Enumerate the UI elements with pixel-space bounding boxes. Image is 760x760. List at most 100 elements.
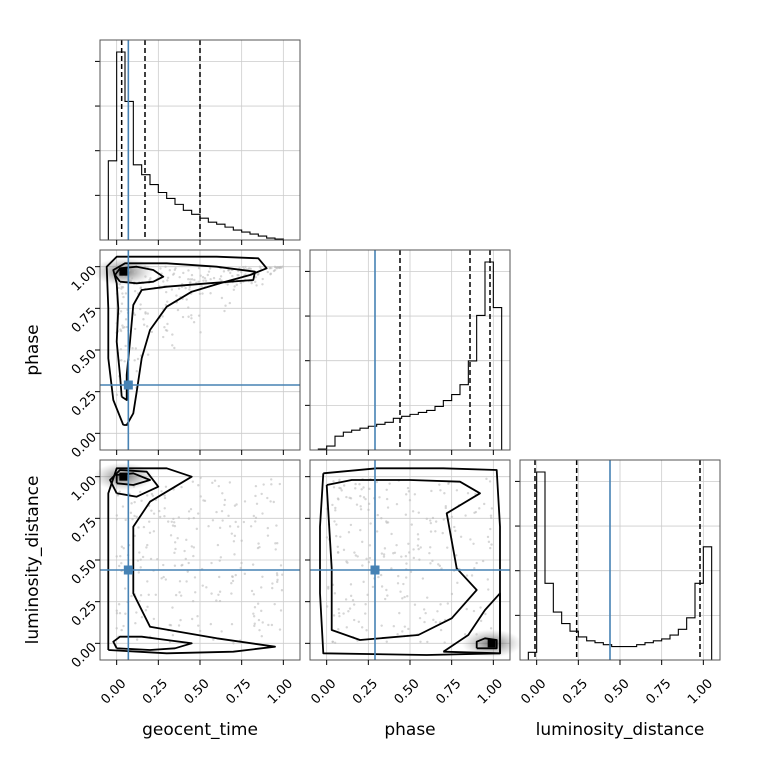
- sample-point: [369, 522, 372, 525]
- sample-point: [115, 609, 118, 612]
- sample-point: [489, 627, 493, 630]
- y-tick-label: 0.25: [69, 388, 100, 419]
- sample-point: [221, 492, 224, 495]
- sample-point: [413, 493, 417, 496]
- sample-point: [362, 580, 365, 584]
- sample-point: [187, 561, 190, 565]
- sample-point: [262, 483, 265, 486]
- sample-point: [337, 628, 340, 631]
- sample-point: [365, 629, 368, 632]
- y-tick-label: 0.00: [69, 430, 100, 461]
- sample-point: [337, 498, 340, 501]
- sample-point: [141, 555, 145, 559]
- sample-point: [412, 556, 416, 560]
- sample-point: [439, 489, 442, 492]
- sample-point: [439, 628, 443, 632]
- sample-point: [189, 281, 192, 284]
- sample-point: [187, 517, 191, 520]
- sample-point: [407, 542, 410, 545]
- sample-point: [392, 625, 396, 628]
- sample-point: [197, 624, 200, 627]
- sample-point: [130, 277, 134, 280]
- sample-point: [177, 516, 181, 519]
- sample-point: [489, 546, 492, 550]
- sample-point: [197, 280, 200, 284]
- sample-point: [424, 611, 427, 615]
- sample-point: [446, 602, 450, 605]
- sample-point: [163, 507, 166, 510]
- sample-point: [218, 599, 222, 603]
- sample-point: [197, 266, 201, 270]
- sample-point: [178, 580, 182, 583]
- sample-point: [163, 496, 167, 500]
- sample-point: [419, 640, 422, 643]
- sample-point: [146, 312, 150, 315]
- sample-point: [489, 514, 493, 517]
- sample-point: [215, 599, 218, 602]
- x-tick-label: 0.25: [560, 676, 591, 707]
- sample-point: [190, 317, 193, 320]
- sample-point: [331, 503, 334, 507]
- sample-point: [401, 630, 404, 633]
- histogram-step: [317, 261, 503, 450]
- sample-point: [383, 597, 387, 601]
- sample-point: [419, 546, 422, 549]
- sample-point: [190, 273, 194, 277]
- sample-point: [254, 280, 257, 284]
- sample-point: [342, 612, 345, 615]
- sample-point: [416, 544, 420, 547]
- sample-point: [138, 551, 141, 554]
- sample-point: [367, 560, 371, 564]
- sample-point: [187, 277, 190, 281]
- sample-point: [121, 505, 125, 508]
- sample-point: [269, 273, 272, 276]
- sample-point: [377, 575, 380, 579]
- sample-point: [139, 593, 143, 597]
- joint-panel-geocent_time-luminosity_distance: [93, 460, 300, 660]
- sample-point: [271, 586, 274, 590]
- sample-point: [450, 592, 454, 596]
- sample-point: [396, 582, 400, 585]
- sample-point: [227, 514, 230, 518]
- sample-point: [144, 275, 147, 278]
- sample-point: [231, 274, 234, 278]
- sample-point: [417, 511, 420, 514]
- sample-point: [335, 534, 338, 538]
- sample-point: [276, 541, 279, 545]
- sample-point: [464, 514, 467, 517]
- contour: [325, 479, 481, 641]
- sample-point: [261, 512, 264, 515]
- sample-point: [278, 628, 282, 631]
- sample-point: [352, 618, 356, 622]
- sample-point: [380, 552, 384, 555]
- sample-point: [347, 531, 351, 534]
- sample-point: [190, 278, 194, 281]
- sample-point: [438, 564, 442, 568]
- sample-point: [234, 573, 237, 577]
- sample-point: [209, 622, 213, 626]
- sample-point: [163, 494, 166, 497]
- sample-point: [455, 489, 459, 492]
- sample-point: [168, 269, 171, 272]
- sample-point: [210, 592, 213, 595]
- sample-point: [243, 572, 247, 576]
- sample-point: [115, 518, 119, 521]
- sample-point: [441, 531, 444, 535]
- sample-point: [164, 290, 168, 294]
- sample-point: [202, 279, 205, 282]
- sample-point: [220, 296, 224, 300]
- sample-point: [261, 283, 264, 286]
- sample-point: [186, 570, 189, 573]
- sample-point: [349, 523, 353, 527]
- sample-point: [364, 497, 367, 501]
- sample-point: [218, 590, 222, 593]
- sample-point: [232, 540, 236, 543]
- sample-point: [429, 562, 432, 565]
- sample-point: [167, 520, 170, 523]
- sample-point: [216, 543, 220, 547]
- sample-point: [418, 616, 422, 620]
- sample-point: [176, 537, 179, 540]
- sample-point: [486, 535, 490, 539]
- sample-point: [197, 314, 201, 317]
- truth-marker: [370, 565, 380, 575]
